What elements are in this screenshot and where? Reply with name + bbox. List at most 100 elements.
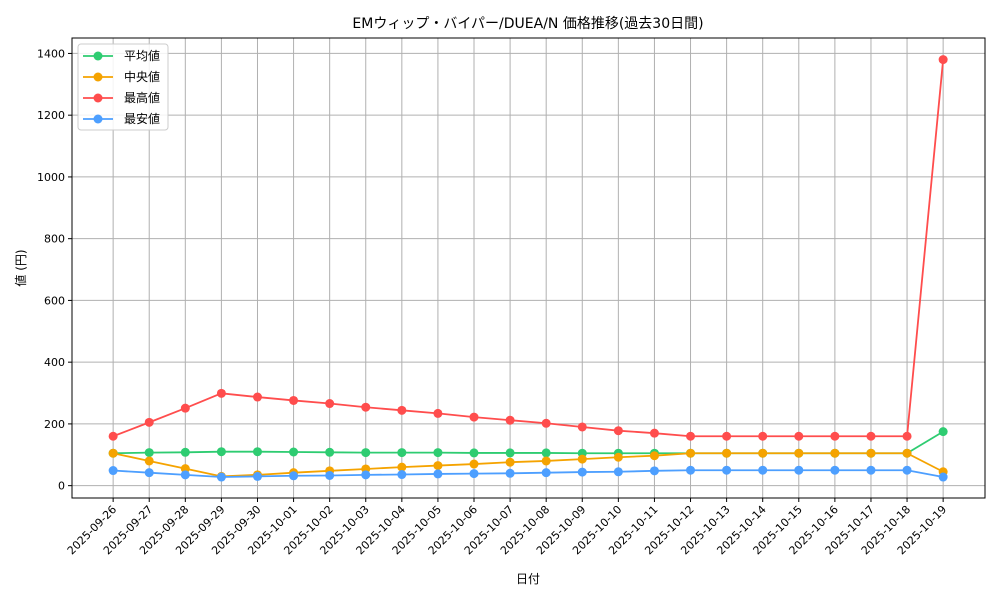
- series-line: [112, 452, 944, 478]
- data-point: [686, 431, 696, 441]
- data-point: [397, 448, 407, 458]
- legend-marker: [93, 114, 103, 124]
- data-point: [144, 456, 154, 466]
- legend-marker: [93, 93, 103, 103]
- data-point: [649, 428, 659, 438]
- data-point: [577, 467, 587, 477]
- data-point: [289, 471, 299, 481]
- data-point: [433, 469, 443, 479]
- series-最安値: [108, 465, 948, 482]
- data-point: [433, 408, 443, 418]
- data-point: [108, 466, 118, 476]
- data-point: [866, 448, 876, 458]
- data-point: [722, 431, 732, 441]
- y-axis-label: 値 (円): [13, 249, 28, 286]
- series-line: [113, 469, 944, 478]
- data-point: [108, 448, 118, 458]
- legend-label: 最安値: [124, 111, 160, 126]
- data-point: [902, 448, 912, 458]
- y-tick-label: 800: [44, 233, 65, 246]
- data-point: [361, 448, 371, 458]
- data-point: [830, 465, 840, 475]
- data-point: [397, 405, 407, 415]
- x-axis: 2025-09-262025-09-272025-09-282025-09-29…: [65, 498, 949, 557]
- series-group: [108, 55, 948, 482]
- data-point: [505, 457, 515, 467]
- data-point: [252, 471, 262, 481]
- data-point: [758, 465, 768, 475]
- data-point: [902, 465, 912, 475]
- data-point: [686, 448, 696, 458]
- data-point: [180, 403, 190, 413]
- data-point: [938, 472, 948, 482]
- data-point: [469, 459, 479, 469]
- data-point: [216, 447, 226, 457]
- x-axis-label: 日付: [516, 572, 540, 586]
- y-tick-label: 0: [58, 480, 65, 493]
- data-point: [794, 431, 804, 441]
- data-point: [686, 465, 696, 475]
- data-point: [433, 448, 443, 458]
- plot-frame: [71, 37, 986, 499]
- data-point: [289, 395, 299, 405]
- series-line: [113, 430, 944, 455]
- data-point: [649, 451, 659, 461]
- series-最高値: [108, 55, 948, 441]
- chart-title: EMウィップ・バイパー/DUEA/N 価格推移(過去30日間): [352, 16, 703, 32]
- data-point: [505, 468, 515, 478]
- data-point: [469, 412, 479, 422]
- legend-marker: [93, 72, 103, 82]
- data-point: [541, 456, 551, 466]
- data-point: [902, 431, 912, 441]
- data-point: [649, 466, 659, 476]
- legend-box: [77, 43, 169, 131]
- data-point: [613, 467, 623, 477]
- data-point: [541, 418, 551, 428]
- y-tick-label: 400: [44, 356, 65, 369]
- data-point: [180, 470, 190, 480]
- legend-label: 最高値: [124, 90, 160, 105]
- data-point: [289, 447, 299, 457]
- data-point: [252, 392, 262, 402]
- data-point: [758, 431, 768, 441]
- data-point: [433, 461, 443, 471]
- data-point: [830, 431, 840, 441]
- data-point: [216, 388, 226, 398]
- data-point: [613, 426, 623, 436]
- data-point: [180, 447, 190, 457]
- data-point: [216, 472, 226, 482]
- data-point: [505, 415, 515, 425]
- data-point: [361, 470, 371, 480]
- y-axis: 0 200 400 600 800 1000 1200 1400: [37, 47, 72, 493]
- data-point: [830, 448, 840, 458]
- data-point: [541, 468, 551, 478]
- y-tick-label: 1200: [37, 109, 65, 122]
- data-point: [397, 462, 407, 472]
- data-point: [144, 468, 154, 478]
- data-point: [866, 465, 876, 475]
- data-point: [469, 469, 479, 479]
- data-point: [758, 448, 768, 458]
- legend-label: 中央値: [124, 69, 160, 84]
- data-point: [108, 431, 118, 441]
- data-point: [180, 464, 190, 474]
- y-tick-label: 600: [44, 294, 65, 307]
- data-point: [577, 454, 587, 464]
- data-point: [469, 448, 479, 458]
- data-point: [577, 422, 587, 432]
- data-point: [866, 431, 876, 441]
- data-point: [938, 55, 948, 65]
- data-point: [613, 452, 623, 462]
- data-point: [722, 448, 732, 458]
- data-point: [505, 448, 515, 458]
- data-point: [361, 402, 371, 412]
- data-point: [722, 465, 732, 475]
- data-point: [794, 448, 804, 458]
- data-point: [252, 447, 262, 457]
- y-tick-label: 1000: [37, 171, 65, 184]
- data-point: [325, 470, 335, 480]
- y-tick-label: 1400: [37, 47, 65, 60]
- grid: [72, 38, 985, 498]
- data-point: [325, 447, 335, 457]
